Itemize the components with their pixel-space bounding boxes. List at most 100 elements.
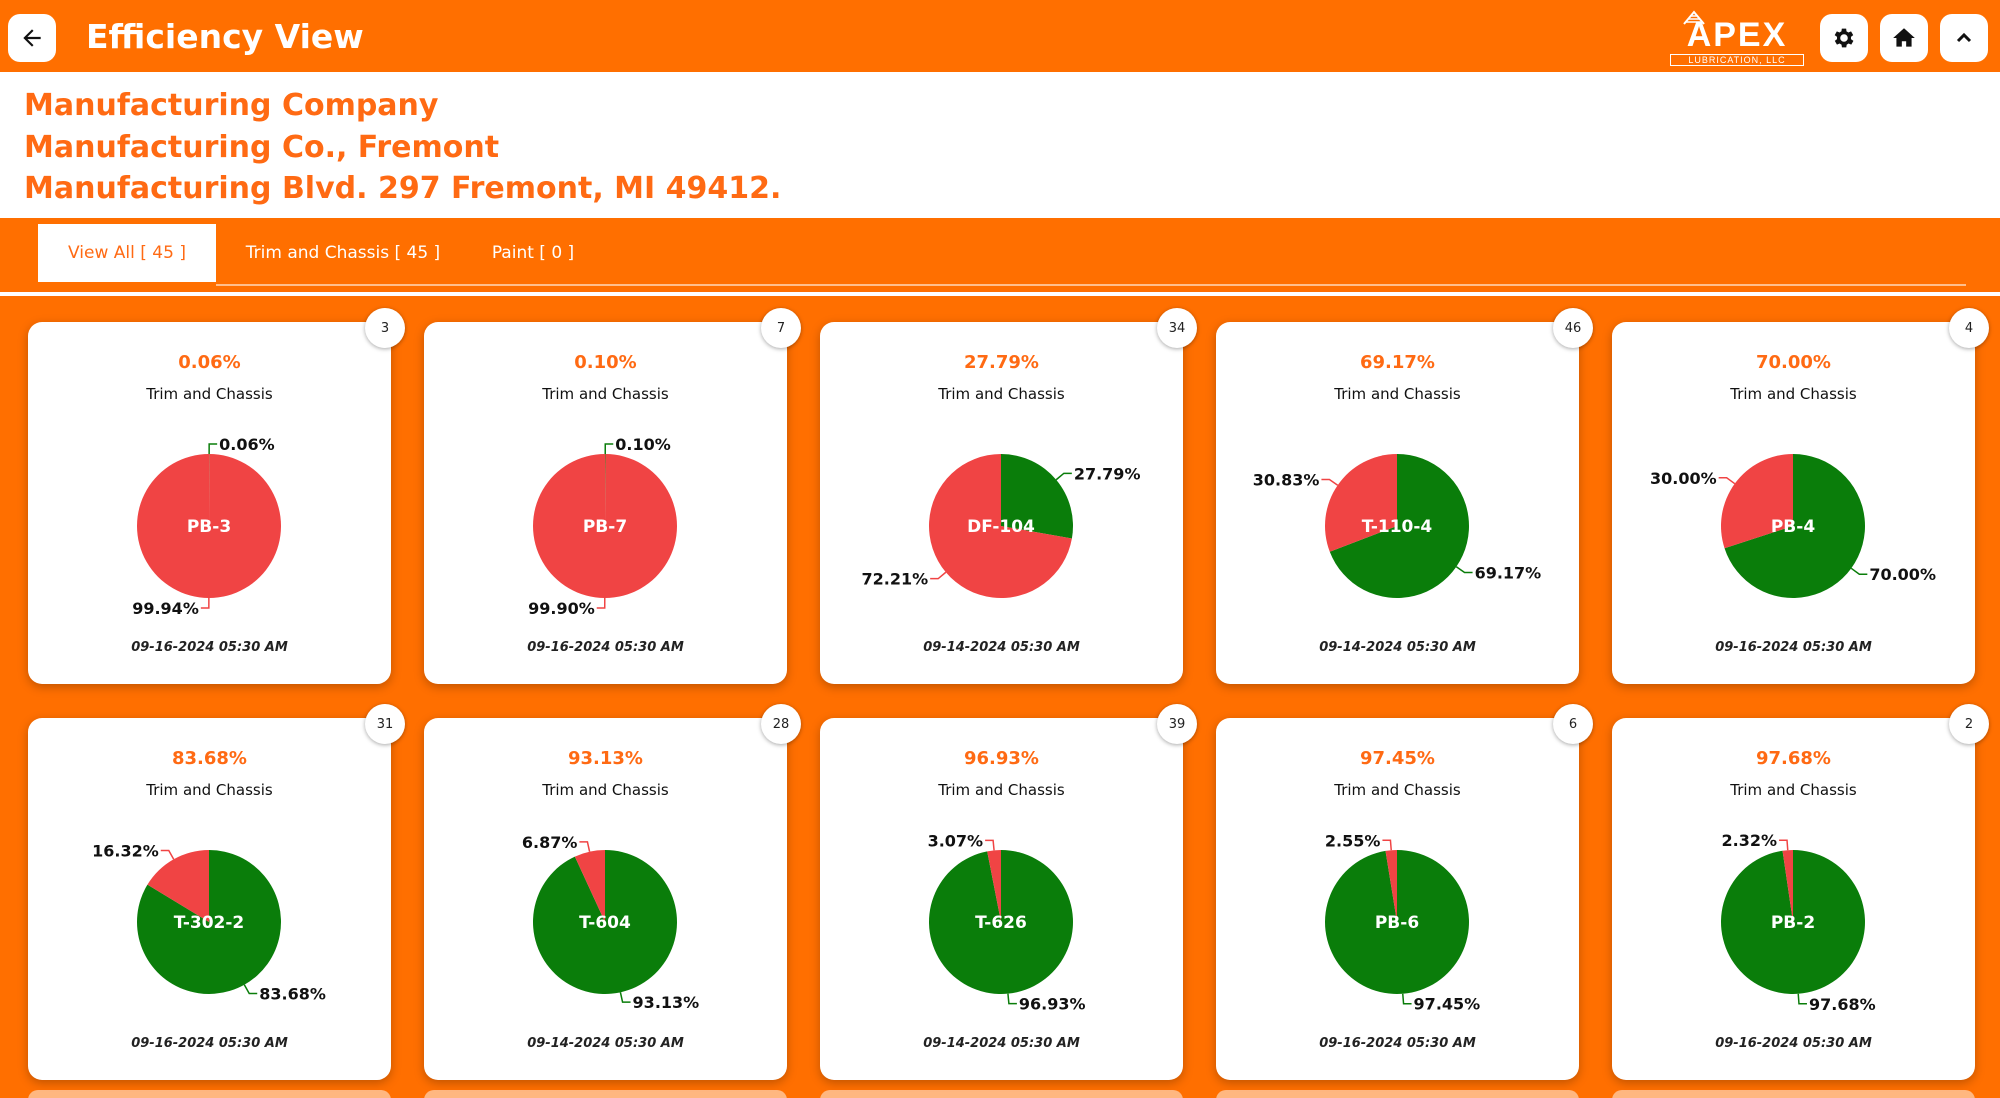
efficiency-card[interactable]: 4 70.00% Trim and Chassis PB-4 70.00% 30.00% 0… <box>1612 308 1989 684</box>
efficiency-card[interactable]: 34 27.79% Trim and Chassis DF-104 27.79% 72.2… <box>820 308 1197 684</box>
slice-leader-line <box>1402 993 1412 1005</box>
efficiency-percent: 27.79% <box>964 352 1039 373</box>
divider <box>0 292 2000 296</box>
machine-label: PB-7 <box>583 517 627 537</box>
home-button[interactable] <box>1880 14 1928 62</box>
slice-percent-label: 2.32% <box>1722 831 1778 850</box>
count-badge: 7 <box>761 308 801 348</box>
page-title: Efficiency View <box>86 17 364 56</box>
efficiency-card[interactable]: 7 0.10% Trim and Chassis PB-7 0.10% 99.90% 09-… <box>424 308 801 684</box>
efficiency-card[interactable]: 6 97.45% Trim and Chassis PB-6 97.45% 2.55% 09… <box>1216 704 1593 1080</box>
pie-slice-inefficient <box>1325 454 1397 552</box>
slice-leader-line <box>604 443 614 455</box>
count-badge: 28 <box>761 704 801 744</box>
timestamp: 09-16-2024 05:30 AM <box>1715 1036 1872 1051</box>
slice-leader-line <box>1007 993 1017 1005</box>
pie-slice-inefficient <box>1385 850 1397 922</box>
slice-percent-label: 97.68% <box>1809 995 1876 1014</box>
efficiency-pie-chart: T-604 93.13% 6.87% <box>522 833 700 1012</box>
slice-percent-label: 70.00% <box>1869 565 1936 584</box>
efficiency-card[interactable]: 3 0.06% Trim and Chassis PB-3 0.06% 99.94% 09-… <box>28 308 405 684</box>
efficiency-percent: 83.68% <box>172 748 247 769</box>
slice-leader-line <box>1382 839 1392 851</box>
machine-label: PB-4 <box>1771 517 1815 537</box>
timestamp: 09-16-2024 05:30 AM <box>1715 640 1872 655</box>
efficiency-card[interactable]: 46 69.17% Trim and Chassis T-110-4 69.17% 30.… <box>1216 308 1593 684</box>
timestamp: 09-16-2024 05:30 AM <box>131 640 288 655</box>
pie-slice-inefficient <box>147 850 209 922</box>
tab-view-all[interactable]: View All [ 45 ] <box>38 224 216 282</box>
slice-leader-line <box>160 849 175 860</box>
efficiency-pie-chart: PB-7 0.10% 99.90% <box>528 435 677 618</box>
timestamp: 09-16-2024 05:30 AM <box>527 640 684 655</box>
pie-slice-inefficient <box>137 454 282 598</box>
tab-paint[interactable]: Paint [ 0 ] <box>491 243 575 263</box>
machine-label: PB-3 <box>187 517 231 537</box>
machine-label: T-626 <box>975 913 1027 933</box>
slice-leader-line <box>1055 472 1072 481</box>
pie-slice-inefficient <box>574 850 605 922</box>
count-badge: 6 <box>1553 704 1593 744</box>
slice-percent-label: 93.13% <box>633 993 700 1012</box>
efficiency-percent: 70.00% <box>1756 352 1831 373</box>
gear-icon <box>1834 28 1854 48</box>
card-next-row <box>28 1090 391 1098</box>
efficiency-pie-chart: PB-6 97.45% 2.55% <box>1325 831 1481 1014</box>
card-next-row <box>820 1090 1183 1098</box>
slice-leader-line <box>930 571 947 580</box>
efficiency-card[interactable]: 28 93.13% Trim and Chassis T-604 93.13% 6.87%… <box>424 704 801 1080</box>
machine-label: PB-6 <box>1375 913 1419 933</box>
slice-percent-label: 97.45% <box>1414 995 1481 1014</box>
slice-leader-line <box>1797 993 1807 1005</box>
count-badge: 2 <box>1949 704 1989 744</box>
timestamp: 09-16-2024 05:30 AM <box>1319 1036 1476 1051</box>
efficiency-card[interactable]: 39 96.93% Trim and Chassis T-626 96.93% 3.07%… <box>820 704 1197 1080</box>
slice-percent-label: 16.32% <box>92 842 159 861</box>
back-button[interactable] <box>8 14 56 62</box>
tab-bar: View All [ 45 ] Trim and Chassis [ 45 ] … <box>6 218 1966 292</box>
department-label: Trim and Chassis <box>1730 781 1857 799</box>
settings-button[interactable] <box>1820 14 1868 62</box>
top-app-bar: Efficiency View APEX LUBRICATION, LLC <box>0 0 2000 72</box>
efficiency-pie-chart: PB-4 70.00% 30.00% <box>1650 454 1936 598</box>
slice-percent-label: 0.10% <box>615 435 671 454</box>
company-address: Manufacturing Blvd. 297 Fremont, MI 4941… <box>24 171 782 206</box>
pie-slice-inefficient <box>532 454 677 598</box>
apex-logo: APEX LUBRICATION, LLC <box>1664 6 1810 66</box>
slice-leader-line <box>208 443 218 455</box>
slice-leader-line <box>1455 566 1473 574</box>
slice-percent-label: 30.83% <box>1253 471 1320 490</box>
slice-percent-label: 96.93% <box>1019 995 1086 1014</box>
department-label: Trim and Chassis <box>938 385 1065 403</box>
machine-label: T-110-4 <box>1362 517 1433 537</box>
tab-trim-and-chassis[interactable]: Trim and Chassis [ 45 ] <box>245 243 441 263</box>
efficiency-percent: 97.68% <box>1756 748 1831 769</box>
efficiency-percent: 93.13% <box>568 748 643 769</box>
department-label: Trim and Chassis <box>542 385 669 403</box>
efficiency-pie-chart: T-302-2 83.68% 16.32% <box>92 842 326 1004</box>
slice-percent-label: 3.07% <box>928 831 984 850</box>
department-label: Trim and Chassis <box>1334 781 1461 799</box>
efficiency-pie-chart: DF-104 27.79% 72.21% <box>862 454 1140 598</box>
efficiency-card[interactable]: 2 97.68% Trim and Chassis PB-2 97.68% 2.32% 09… <box>1612 704 1989 1080</box>
department-label: Trim and Chassis <box>938 781 1065 799</box>
machine-label: PB-2 <box>1771 913 1815 933</box>
count-badge: 3 <box>365 308 405 348</box>
timestamp: 09-14-2024 05:30 AM <box>1319 640 1476 655</box>
efficiency-percent: 96.93% <box>964 748 1039 769</box>
efficiency-card[interactable]: 31 83.68% Trim and Chassis T-302-2 83.68% 16.… <box>28 704 405 1080</box>
collapse-button[interactable] <box>1940 14 1988 62</box>
slice-leader-line <box>1779 839 1789 851</box>
slice-leader-line <box>200 597 210 609</box>
slice-percent-label: 0.06% <box>219 435 275 454</box>
slice-percent-label: 99.90% <box>528 599 595 618</box>
slice-percent-label: 2.55% <box>1325 831 1381 850</box>
efficiency-pie-chart: PB-2 97.68% 2.32% <box>1721 831 1876 1014</box>
pie-slice-efficient <box>1001 454 1073 539</box>
slice-leader-line <box>243 984 258 995</box>
slice-leader-line <box>1850 567 1868 575</box>
slice-percent-label: 69.17% <box>1475 563 1542 582</box>
department-label: Trim and Chassis <box>542 781 669 799</box>
card-next-row <box>1216 1090 1579 1098</box>
slice-leader-line <box>596 597 606 609</box>
